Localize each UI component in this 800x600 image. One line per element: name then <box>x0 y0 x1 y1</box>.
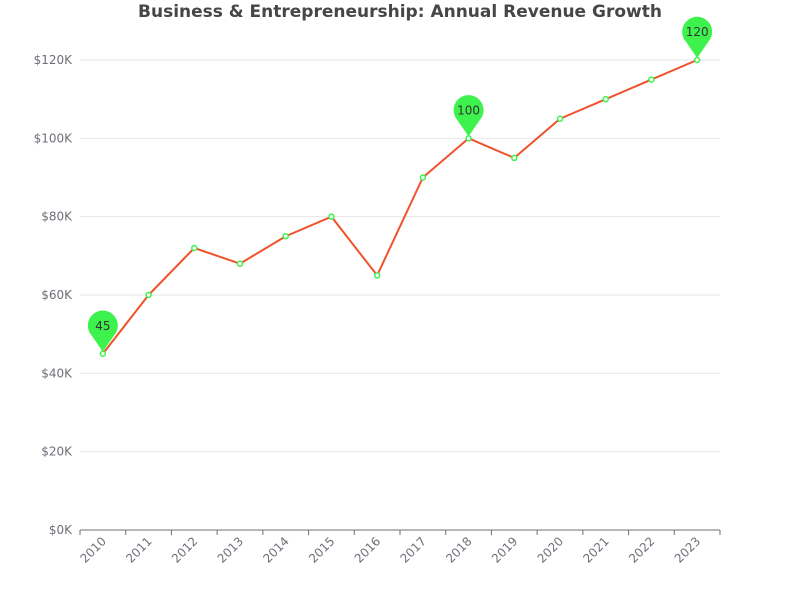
y-tick-label: $80K <box>41 210 73 224</box>
data-point[interactable] <box>373 272 381 279</box>
x-tick-label: 2014 <box>260 534 291 565</box>
x-tick-label: 2012 <box>169 534 200 565</box>
grid-lines <box>80 59 720 453</box>
x-tick-label: 2019 <box>489 534 520 565</box>
y-tick-label: $0K <box>49 523 73 537</box>
data-point[interactable] <box>236 260 244 267</box>
data-point[interactable] <box>465 135 472 142</box>
x-tick-label: 2015 <box>306 534 337 565</box>
pin-marker <box>453 95 484 137</box>
pin-marker <box>87 310 118 352</box>
x-tick-label: 2013 <box>215 534 246 565</box>
x-tick-label: 2018 <box>443 534 474 565</box>
x-tick-label: 2016 <box>352 534 383 565</box>
series-layer <box>99 56 701 357</box>
chart-title: Business & Entrepreneurship: Annual Reve… <box>138 2 662 22</box>
x-tick-label: 2017 <box>397 534 428 565</box>
pin-marker <box>682 16 713 58</box>
data-point[interactable] <box>693 56 701 64</box>
y-tick-label: $100K <box>34 131 74 145</box>
x-tick-label: 2011 <box>123 534 154 565</box>
y-tick-label: $40K <box>41 366 73 380</box>
data-point[interactable] <box>602 95 609 103</box>
data-point[interactable] <box>282 233 289 240</box>
x-tick-label: 2023 <box>672 534 703 565</box>
data-point[interactable] <box>191 244 198 252</box>
pin-annotations: 45 100 120 <box>87 16 713 352</box>
x-tick-label: 2022 <box>626 534 657 565</box>
pin-label: 100 <box>457 103 480 117</box>
data-point[interactable] <box>556 115 564 122</box>
data-point[interactable] <box>511 154 518 162</box>
data-point[interactable] <box>145 291 152 299</box>
x-tick-label: 2020 <box>535 534 566 565</box>
y-tick-label: $20K <box>41 445 73 459</box>
pin-label: 120 <box>686 25 709 39</box>
y-tick-label: $60K <box>41 288 73 302</box>
y-tick-label: $120K <box>34 53 74 67</box>
series-line <box>102 59 698 355</box>
data-point[interactable] <box>419 174 427 181</box>
x-tick-label: 2010 <box>77 534 108 565</box>
data-point[interactable] <box>648 76 655 83</box>
data-point[interactable] <box>328 213 335 220</box>
x-tick-label: 2021 <box>580 534 611 565</box>
pin-label: 45 <box>95 319 110 333</box>
data-point[interactable] <box>99 350 107 357</box>
